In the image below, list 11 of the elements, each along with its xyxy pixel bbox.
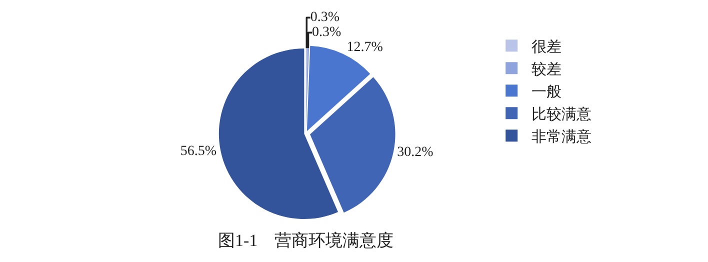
text: 图1-1 营商环境满意度	[218, 231, 394, 250]
data-label: 56.5%	[180, 144, 217, 159]
legend-label: 比较满意	[532, 106, 592, 123]
data-label: 30.2%	[397, 145, 434, 160]
data-label: 0.3%	[312, 25, 342, 40]
legend-label: 一般	[532, 84, 562, 100]
data-label: 0.3%	[310, 10, 340, 26]
legend-label: 较差	[532, 60, 562, 78]
legend-label: 很差	[532, 38, 562, 56]
data-label: 12.7%	[346, 40, 384, 56]
legend-label: 非常满意	[532, 128, 592, 146]
